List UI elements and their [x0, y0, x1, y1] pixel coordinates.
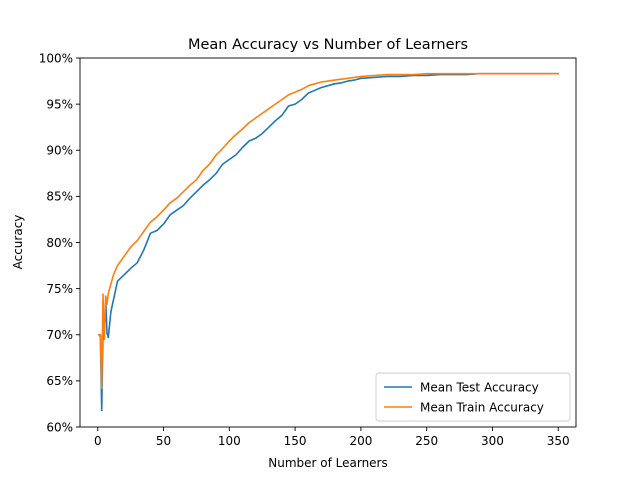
x-tick-label: 50 — [156, 434, 171, 448]
series-line-test — [97, 72, 560, 412]
y-tick-label: 80% — [46, 236, 73, 250]
y-axis-ticks: 60% 65% 70% 75% 80% 85% 90% 95% 100% — [39, 51, 80, 434]
y-tick-label: 90% — [46, 144, 73, 158]
y-tick-label: 60% — [46, 420, 73, 434]
x-axis-label: Number of Learners — [268, 456, 388, 470]
series-lines — [97, 72, 560, 412]
y-tick-label: 70% — [46, 328, 73, 342]
y-tick-label: 65% — [46, 374, 73, 388]
chart-title: Mean Accuracy vs Number of Learners — [188, 37, 468, 53]
x-tick-label: 0 — [94, 434, 102, 448]
series-line-train — [98, 72, 560, 390]
x-axis-ticks: 0 50 100 150 200 250 300 350 — [94, 427, 570, 448]
x-tick-label: 250 — [415, 434, 438, 448]
x-tick-label: 200 — [349, 434, 372, 448]
x-tick-label: 100 — [218, 434, 241, 448]
y-tick-label: 95% — [46, 97, 73, 111]
legend: Mean Test Accuracy Mean Train Accuracy — [375, 372, 571, 422]
legend-box — [375, 372, 571, 422]
y-axis-label: Accuracy — [11, 215, 25, 270]
y-tick-label: 100% — [39, 51, 73, 65]
x-tick-label: 300 — [481, 434, 504, 448]
x-tick-label: 150 — [284, 434, 307, 448]
y-tick-label: 85% — [46, 190, 73, 204]
x-tick-label: 350 — [547, 434, 570, 448]
legend-label: Mean Test Accuracy — [420, 380, 539, 394]
legend-label: Mean Train Accuracy — [420, 400, 544, 414]
y-tick-label: 75% — [46, 282, 73, 296]
plot-frame — [79, 57, 577, 428]
